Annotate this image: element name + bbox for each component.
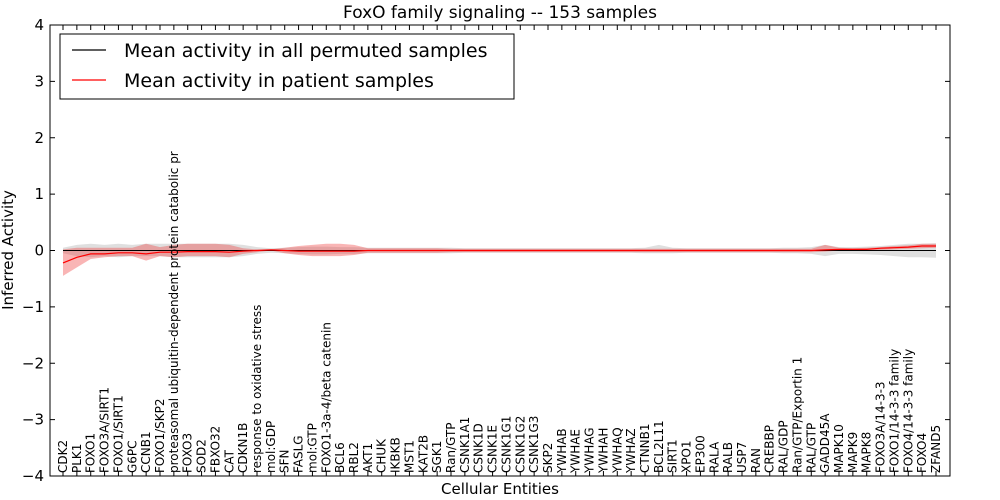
x-tick-label: CTNNB1 bbox=[638, 423, 652, 473]
x-tick-label: RAN bbox=[749, 448, 763, 473]
x-tick-label: proteasomal ubiquitin-dependent protein … bbox=[167, 151, 181, 473]
x-tick-label: GADD45A bbox=[818, 413, 832, 473]
x-tick-label: BCL2L11 bbox=[652, 420, 666, 473]
x-tick-label: USP7 bbox=[735, 442, 749, 473]
x-tick-label: FOXO1-3a-4/beta catenin bbox=[319, 322, 333, 473]
line-series-1 bbox=[62, 245, 936, 264]
x-tick-label: FOXO3A/SIRT1 bbox=[98, 387, 112, 473]
x-tick-label: RALB bbox=[721, 442, 735, 473]
x-tick-label: SFN bbox=[278, 450, 292, 474]
x-tick-label: CDK2 bbox=[56, 440, 70, 473]
legend-label-patient: Mean activity in patient samples bbox=[124, 70, 434, 92]
x-tick-label: FOXO4/14-3-3 family bbox=[901, 349, 915, 473]
legend: Mean activity in all permuted samples Me… bbox=[59, 33, 515, 100]
y-tick-label: 0 bbox=[34, 242, 44, 260]
x-tick-label: EP300 bbox=[693, 435, 707, 473]
x-tick-label: CSNK1A1 bbox=[458, 417, 472, 473]
y-tick-label: −4 bbox=[22, 467, 44, 485]
chart-title: FoxO family signaling -- 153 samples bbox=[343, 3, 657, 23]
x-tick-label: RBL2 bbox=[347, 442, 361, 473]
x-tick-label: SIRT1 bbox=[666, 439, 680, 473]
series-lines bbox=[62, 245, 936, 264]
x-tick-label: CSNK1G3 bbox=[527, 416, 541, 473]
x-tick-label: YWHAQ bbox=[610, 427, 624, 474]
legend-box bbox=[59, 33, 515, 100]
x-tick-label: CHUK bbox=[375, 438, 389, 473]
x-tick-label: FASLG bbox=[292, 435, 306, 473]
x-tick-label: G6PC bbox=[125, 440, 139, 473]
x-tick-label: FOXO1/14-3-3 family bbox=[887, 349, 901, 473]
y-axis-label: Inferred Activity bbox=[0, 190, 17, 310]
x-tick-label: RALA bbox=[707, 441, 721, 473]
x-tick-label: YWHAE bbox=[569, 429, 583, 474]
x-tick-label: MAPK8 bbox=[860, 432, 874, 473]
x-tick-label: FOXO3A/14-3-3 bbox=[874, 381, 888, 473]
x-tick-label: MAPK10 bbox=[832, 424, 846, 473]
x-tick-label: mol:GTP bbox=[305, 423, 319, 473]
y-tick-label: −1 bbox=[22, 298, 44, 316]
y-tick-label: −3 bbox=[22, 411, 44, 429]
x-tick-label: CREBBP bbox=[763, 425, 777, 473]
x-tick-label: YWHAG bbox=[583, 427, 597, 474]
x-axis-label: Cellular Entities bbox=[441, 480, 559, 498]
x-tick-label: FOXO1/SKP2 bbox=[153, 398, 167, 473]
x-tick-label: YWHAZ bbox=[624, 428, 638, 474]
x-tick-label: PLK1 bbox=[70, 444, 84, 473]
x-tick-label: CSNK1D bbox=[472, 423, 486, 473]
x-tick-label: RAL/GDP bbox=[777, 420, 791, 473]
x-tick-label: SOD2 bbox=[195, 439, 209, 473]
x-tick-label: Ran/GTP bbox=[444, 422, 458, 473]
x-tick-label: CAT bbox=[222, 449, 236, 473]
x-tick-label: Ran/GTP/Exportin 1 bbox=[790, 357, 804, 473]
x-tick-label: AKT1 bbox=[361, 443, 375, 473]
y-tick-label: 3 bbox=[34, 72, 44, 90]
y-axis: 4 3 2 1 0 −1 −2 −3 −4 bbox=[22, 16, 950, 485]
x-tick-label: CSNK1G1 bbox=[499, 416, 513, 473]
band-series-1 bbox=[63, 243, 936, 276]
x-tick-label: CCNB1 bbox=[139, 431, 153, 473]
x-tick-label: response to oxidative stress bbox=[250, 305, 264, 473]
y-tick-label: 2 bbox=[34, 129, 44, 147]
x-tick-label: RAL/GTP bbox=[804, 423, 818, 473]
y-tick-label: −2 bbox=[22, 354, 44, 372]
x-tick-label: FOXO1/SIRT1 bbox=[111, 395, 125, 473]
x-tick-label: XPO1 bbox=[680, 440, 694, 473]
x-axis: CDK2 PLK1 FOXO1 FOXO3A/SIRT1 FOXO1/SIRT1 G6PC… bbox=[56, 25, 943, 476]
x-tick-label: BCL6 bbox=[333, 442, 347, 473]
x-tick-label: FOXO4 bbox=[915, 433, 929, 473]
x-tick-label: CSNK1E bbox=[486, 425, 500, 473]
x-tick-label: SGK1 bbox=[430, 441, 444, 473]
x-tick-label: FOXO3 bbox=[181, 433, 195, 473]
x-tick-label: FBXO32 bbox=[208, 426, 222, 473]
x-tick-label: MAPK9 bbox=[846, 432, 860, 473]
y-tick-label: 1 bbox=[34, 185, 44, 203]
x-tick-label: YWHAH bbox=[596, 428, 610, 474]
x-tick-label: FOXO1 bbox=[84, 433, 98, 473]
x-tick-label: ZFAND5 bbox=[929, 425, 943, 473]
x-tick-label: MST1 bbox=[402, 440, 416, 473]
x-tick-label: mol:GDP bbox=[264, 421, 278, 473]
y-tick-label: 4 bbox=[34, 16, 44, 34]
x-tick-label: CSNK1G2 bbox=[513, 416, 527, 473]
x-tick-label: YWHAB bbox=[555, 428, 569, 474]
x-tick-label: SKP2 bbox=[541, 443, 555, 473]
x-tick-label: IKBKB bbox=[389, 437, 403, 473]
x-tick-label: CDKN1B bbox=[236, 423, 250, 473]
legend-label-permuted: Mean activity in all permuted samples bbox=[124, 40, 487, 62]
x-tick-label: KAT2B bbox=[416, 435, 430, 473]
